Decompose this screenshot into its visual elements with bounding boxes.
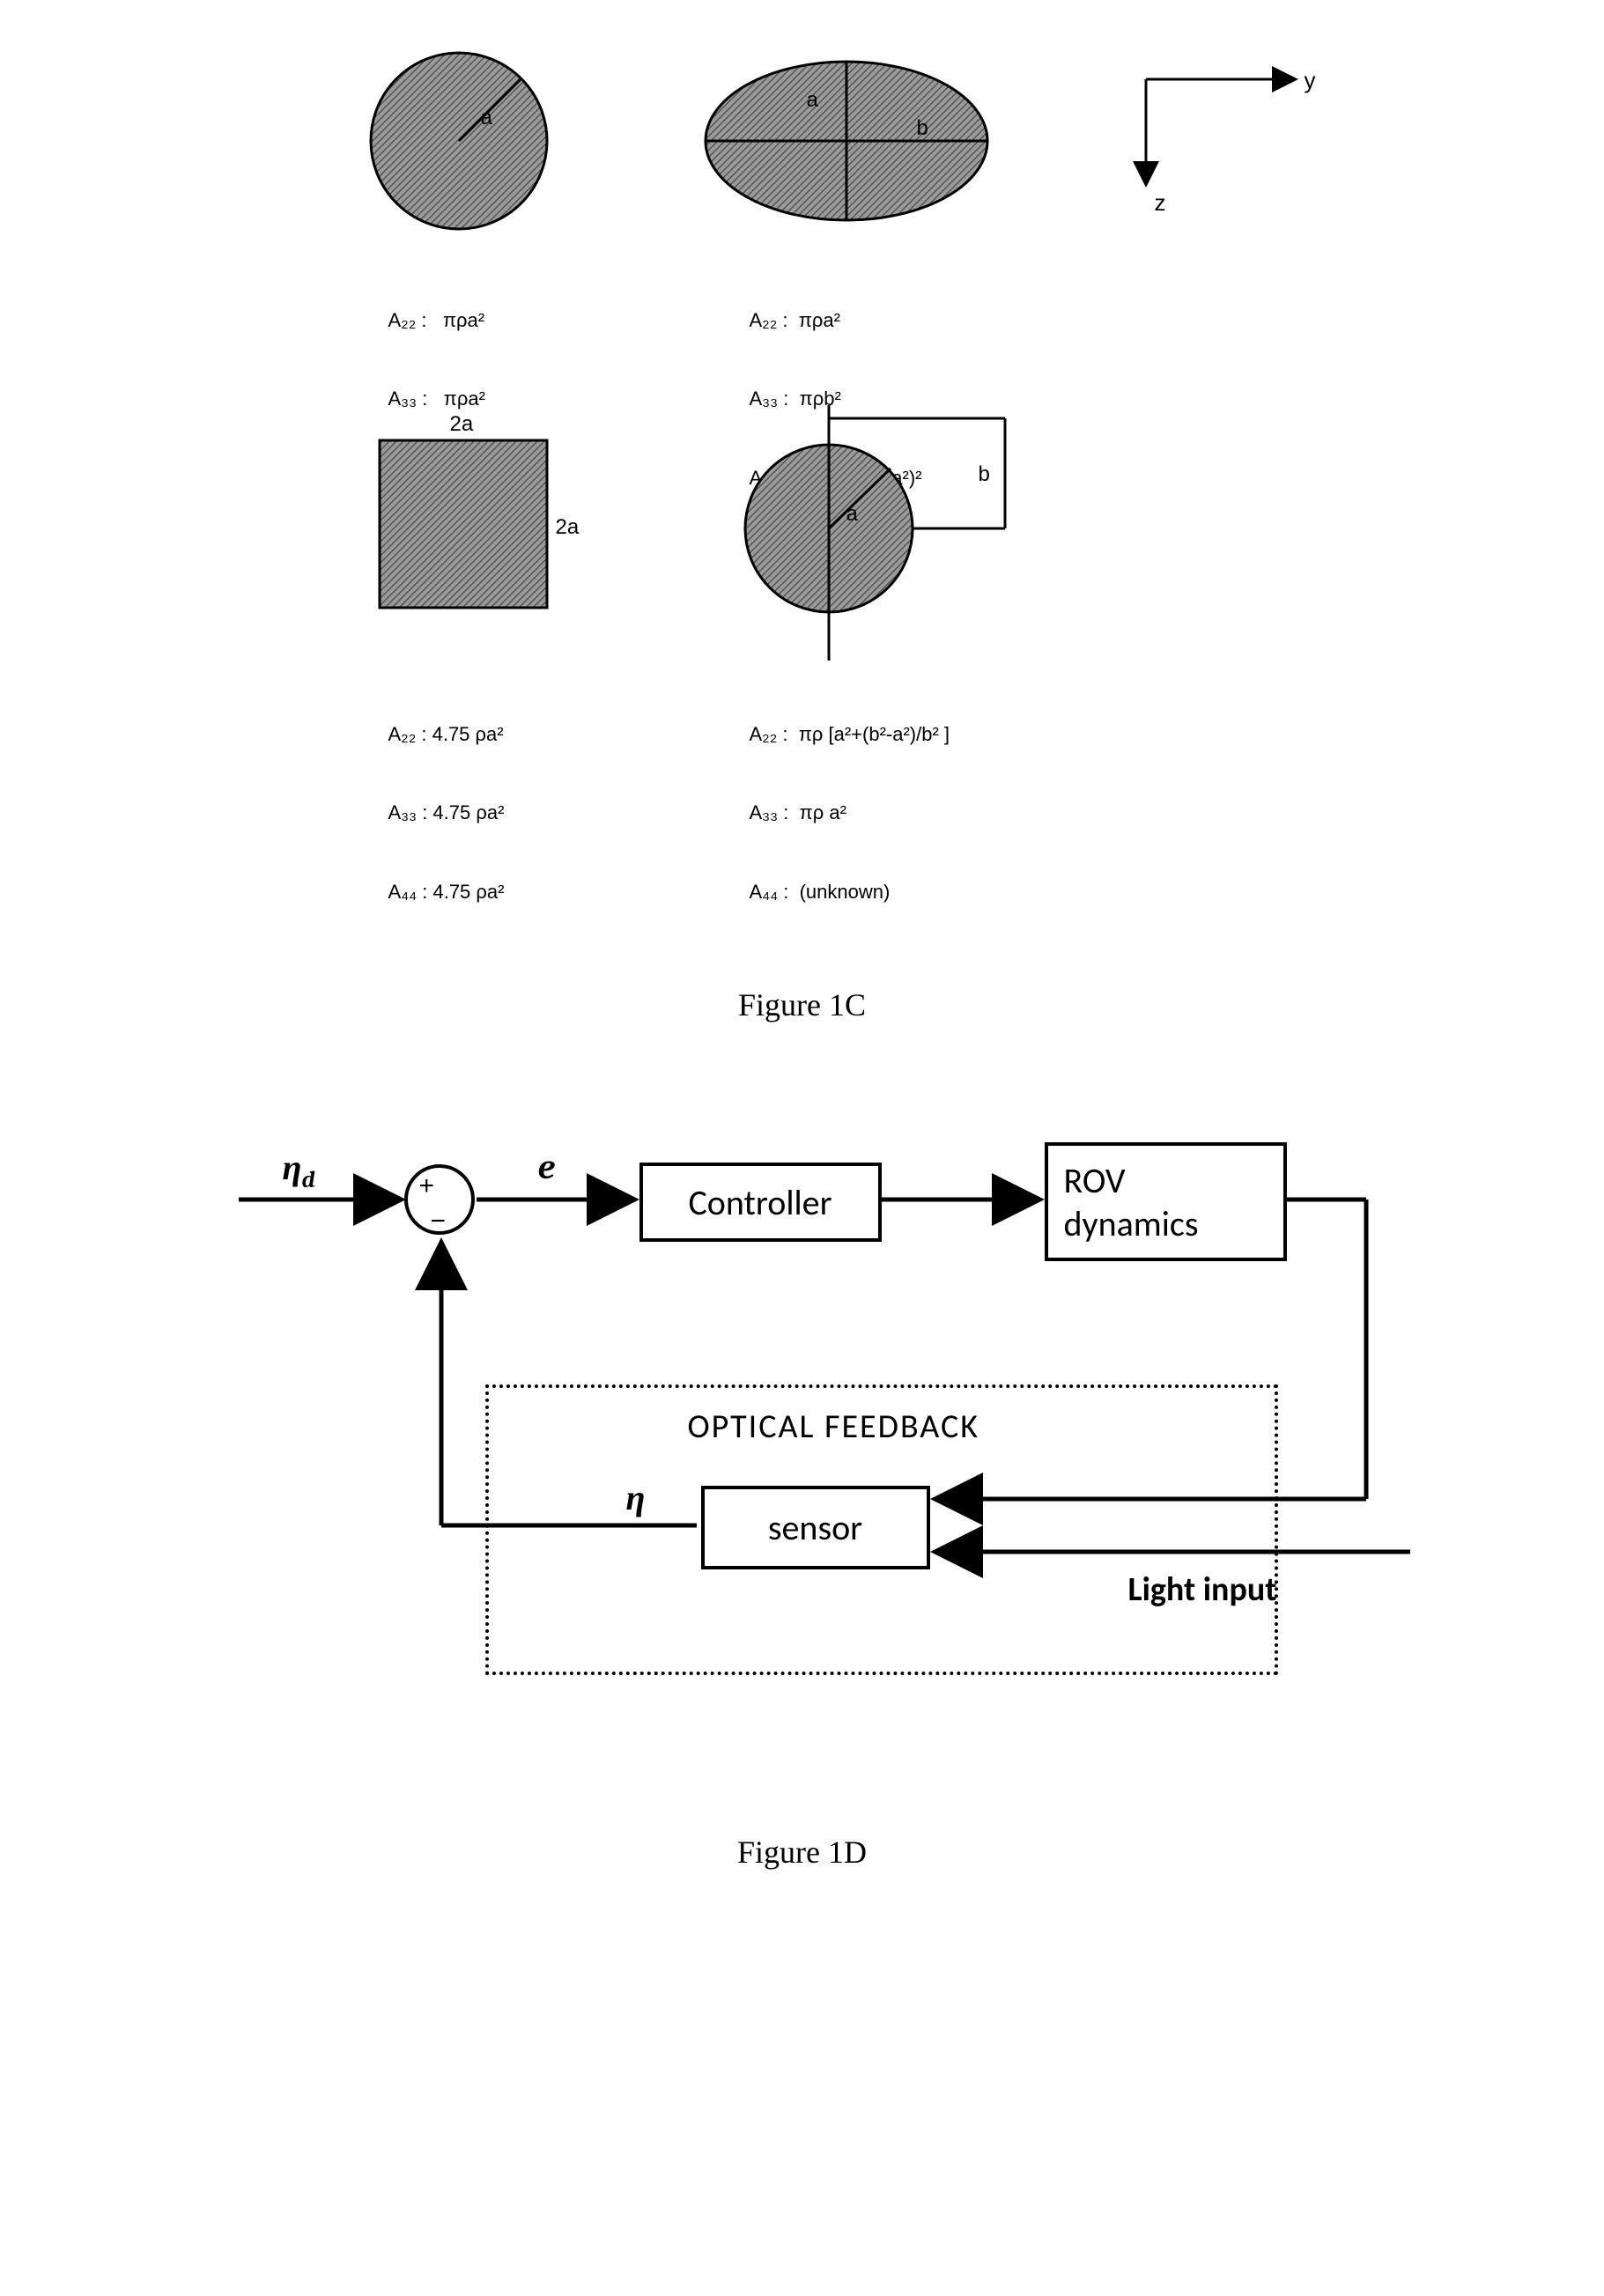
fin-A44: A₄₄ : (unknown) [750, 879, 950, 905]
fin-b-label: b [979, 462, 990, 487]
fin-A-block: A₂₂ : πρ [a²+(b²-a²)/b² ] A₃₃ : πρ a² A₄… [750, 669, 950, 957]
sensor-block: sensor [701, 1486, 930, 1569]
fin-a-label: a [846, 502, 858, 527]
fin-A22: A₂₂ : πρ [a²+(b²-a²)/b² ] [750, 721, 950, 748]
figure-1c-caption: Figure 1C [35, 986, 1569, 1023]
eta-d-label: ηd [283, 1147, 315, 1193]
optical-feedback-label: OPTICAL FEEDBACK [688, 1406, 980, 1447]
fin-A33: A₃₃ : πρ a² [750, 800, 950, 826]
controller-block: Controller [639, 1163, 882, 1242]
rov-dynamics-block: ROV dynamics [1045, 1142, 1287, 1261]
light-input-label: Light input [1128, 1569, 1277, 1610]
sum-minus: − [431, 1207, 447, 1237]
e-label: e [538, 1147, 556, 1187]
eta-label: η [626, 1477, 646, 1518]
sum-plus: + [419, 1171, 435, 1201]
figure-1d-caption: Figure 1D [35, 1834, 1569, 1871]
figure-1d: ηd + − e Controller ROV dynamics OPTICAL… [186, 1094, 1419, 1763]
figure-1c: y z a A₂₂ : πρa² A₃₃ : πρa² A₄₄ : 0 a b … [274, 35, 1331, 934]
